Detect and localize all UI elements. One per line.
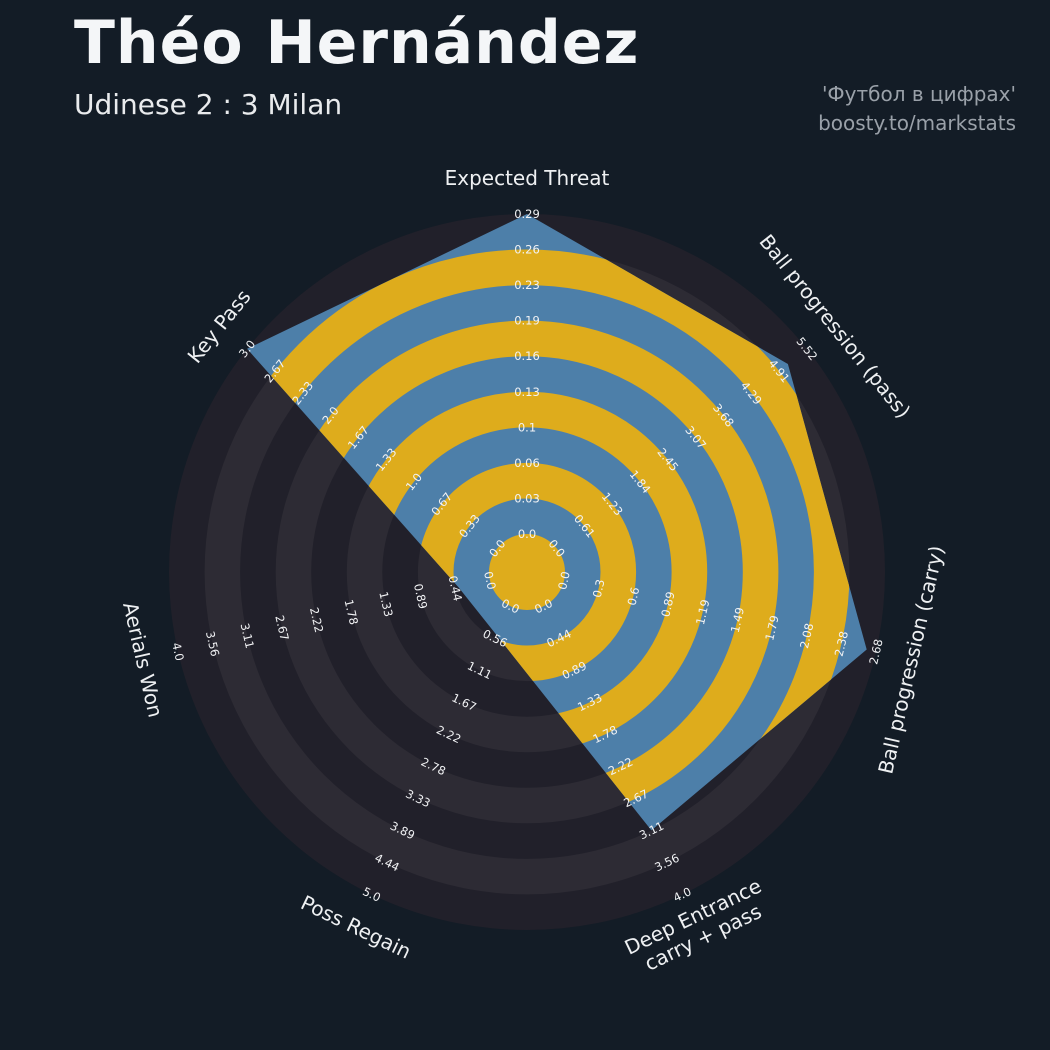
tick-label: 0.3 xyxy=(590,578,608,599)
radar-center-disc xyxy=(489,534,565,610)
tick-label: 0.29 xyxy=(514,207,540,221)
gold-ring xyxy=(247,249,850,831)
tick-label: 1.19 xyxy=(693,598,712,626)
tick-label: 0.44 xyxy=(446,574,465,602)
tick-label: 0.0 xyxy=(555,570,573,591)
chart-header: Théo Hernández Udinese 2 : 3 Milan xyxy=(74,10,639,121)
tick-label: 0.0 xyxy=(481,570,499,591)
tick-label: 1.78 xyxy=(342,598,361,626)
tick-label: 3.11 xyxy=(238,622,257,650)
tick-label: 0.23 xyxy=(514,278,540,292)
tick-label: 0.19 xyxy=(514,314,540,328)
tick-label: 1.79 xyxy=(762,614,781,642)
credit-channel: 'Футбол в цифрах' xyxy=(821,82,1016,106)
credits: 'Футбол в цифрах' boosty.to/markstats xyxy=(818,80,1016,138)
tick-label: 2.67 xyxy=(272,614,291,642)
tick-label: 0.26 xyxy=(514,243,540,257)
axis-label: Aerials Won xyxy=(118,600,168,720)
tick-label: 0.1 xyxy=(518,420,536,434)
tick-label: 2.08 xyxy=(797,622,816,650)
tick-label: 0.13 xyxy=(514,385,540,399)
player-name: Théo Hernández xyxy=(74,8,640,78)
tick-label: 0.06 xyxy=(514,456,540,470)
match-score: Udinese 2 : 3 Milan xyxy=(74,88,343,121)
tick-label: 0.0 xyxy=(518,527,536,541)
tick-label: 1.33 xyxy=(376,590,395,618)
tick-label: 2.68 xyxy=(866,638,885,666)
axis-label: Expected Threat xyxy=(445,166,610,190)
tick-label: 1.49 xyxy=(728,606,747,634)
tick-label: 2.38 xyxy=(832,630,851,658)
tick-label: 0.16 xyxy=(514,349,540,363)
tick-label: 2.22 xyxy=(307,606,326,634)
tick-label: 0.6 xyxy=(625,586,643,607)
tick-label: 0.89 xyxy=(411,582,430,610)
tick-label: 0.89 xyxy=(658,590,677,618)
tick-label: 4.0 xyxy=(169,641,187,662)
tick-label: 3.56 xyxy=(203,630,222,658)
credit-link: boosty.to/markstats xyxy=(818,111,1016,135)
tick-label: 0.03 xyxy=(514,491,540,505)
